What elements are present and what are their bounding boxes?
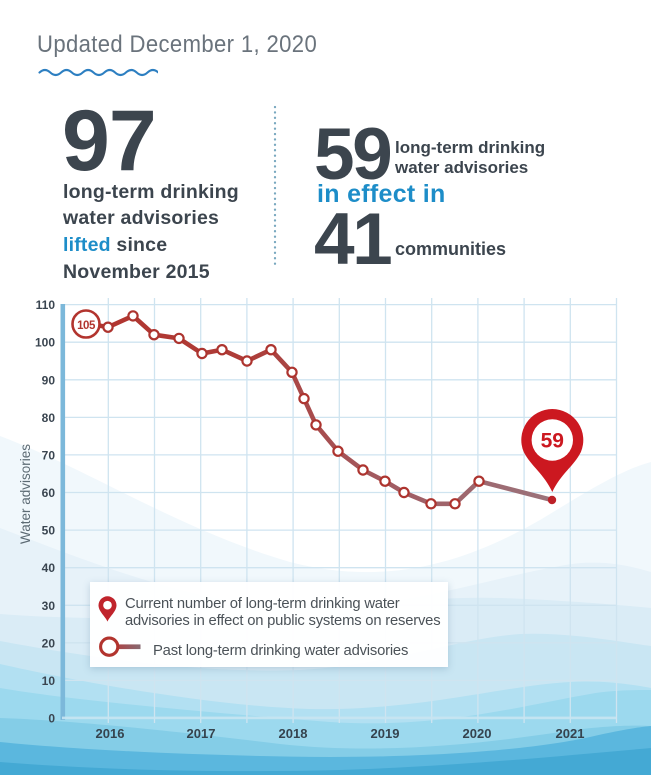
svg-text:100: 100 bbox=[35, 336, 55, 350]
svg-text:90: 90 bbox=[42, 373, 56, 387]
svg-text:2021: 2021 bbox=[556, 726, 585, 741]
svg-text:Water advisories: Water advisories bbox=[18, 444, 33, 544]
svg-text:50: 50 bbox=[42, 524, 56, 538]
svg-text:59: 59 bbox=[541, 430, 564, 453]
svg-text:2017: 2017 bbox=[187, 726, 216, 741]
svg-text:2016: 2016 bbox=[96, 726, 125, 741]
svg-text:110: 110 bbox=[36, 298, 56, 312]
svg-text:2020: 2020 bbox=[463, 726, 492, 741]
svg-text:2019: 2019 bbox=[371, 726, 400, 741]
svg-text:70: 70 bbox=[42, 448, 56, 462]
svg-text:20: 20 bbox=[42, 636, 56, 650]
svg-text:105: 105 bbox=[77, 320, 96, 332]
svg-text:10: 10 bbox=[42, 674, 56, 688]
svg-text:40: 40 bbox=[42, 561, 56, 575]
svg-text:80: 80 bbox=[42, 411, 56, 425]
svg-text:60: 60 bbox=[42, 486, 56, 500]
svg-text:0: 0 bbox=[48, 712, 55, 726]
svg-text:2018: 2018 bbox=[279, 726, 308, 741]
svg-text:30: 30 bbox=[42, 599, 56, 613]
